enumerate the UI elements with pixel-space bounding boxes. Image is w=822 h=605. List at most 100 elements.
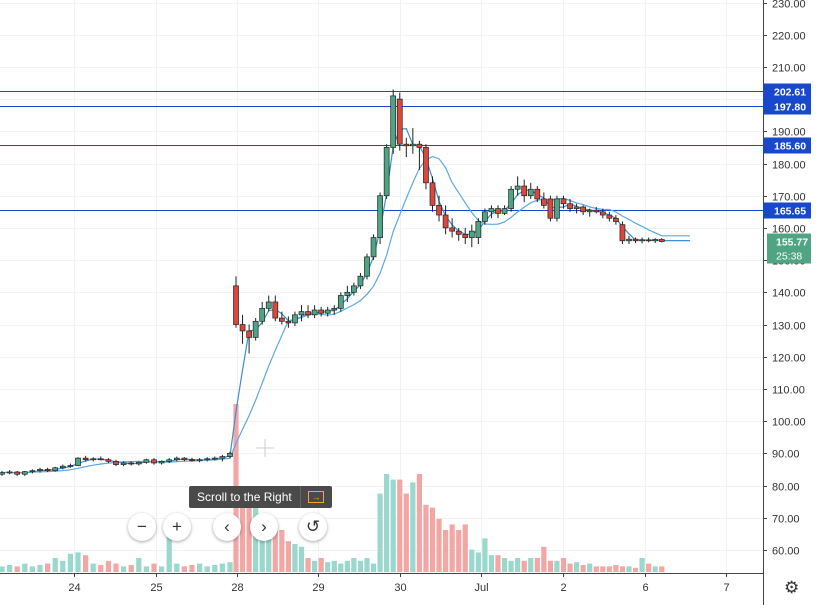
candle-body	[468, 230, 475, 238]
candle	[311, 305, 318, 319]
candle	[219, 454, 226, 462]
last-price-tag	[767, 233, 811, 264]
candle-body	[449, 227, 455, 232]
candle	[613, 215, 619, 225]
candle	[265, 295, 272, 312]
price-level-tag	[763, 202, 811, 219]
candle-body	[331, 308, 338, 311]
candle-body	[239, 324, 246, 332]
x-tick-label: 7	[723, 582, 729, 594]
time-axis[interactable]: 24 25 28 29 30 Jul 2 6 7	[68, 573, 730, 594]
volume-bar	[189, 565, 195, 572]
candle-body	[514, 185, 521, 190]
candle	[211, 456, 218, 461]
candle-body	[580, 206, 587, 213]
volume-bar	[652, 566, 658, 572]
candle-body	[272, 301, 279, 319]
volume-bar	[423, 504, 429, 572]
volume-bar	[14, 566, 20, 572]
candle	[377, 192, 383, 244]
reset-chart-button[interactable]: ↺	[299, 513, 327, 541]
volume-bar	[29, 566, 35, 572]
candle-body	[233, 285, 239, 325]
candle	[158, 460, 165, 465]
candle	[52, 466, 59, 472]
y-tick-label: 130.00	[772, 321, 806, 333]
volume-bar	[159, 566, 165, 572]
candle	[390, 89, 397, 154]
candle-body	[204, 458, 211, 461]
volume-bar	[580, 565, 586, 572]
zoom-out-button[interactable]: −	[128, 513, 156, 541]
candle-body	[495, 208, 501, 214]
candle-body	[52, 467, 59, 472]
candle	[173, 456, 180, 462]
candle	[423, 144, 429, 190]
candle-body	[344, 291, 351, 296]
candle-body	[508, 188, 514, 209]
candle-body	[429, 182, 436, 206]
candle	[482, 208, 488, 225]
volume-bar	[204, 566, 210, 572]
scroll-left-button[interactable]: ‹	[213, 513, 241, 541]
candle-body	[318, 309, 324, 314]
candle-body	[573, 206, 580, 209]
y-tick-label: 120.00	[772, 353, 806, 365]
candle	[331, 305, 338, 315]
volume-bar	[429, 507, 436, 572]
candle-body	[377, 195, 383, 238]
price-level-label: 197.80	[774, 102, 806, 114]
candle	[351, 282, 357, 296]
volume-bar	[521, 560, 527, 572]
candle	[462, 227, 469, 244]
candle-body	[501, 208, 508, 214]
settings-gear-icon[interactable]: ⚙	[784, 578, 800, 597]
candle	[429, 176, 436, 212]
candle-body	[586, 209, 593, 213]
candle	[196, 458, 203, 463]
candle	[468, 224, 475, 248]
volume-bar	[285, 541, 291, 572]
volume-bar	[325, 562, 331, 572]
candle	[383, 144, 390, 199]
volume-bar	[75, 552, 81, 572]
volume-bar	[45, 563, 51, 572]
scroll-to-realtime-icon[interactable]: →	[299, 486, 332, 508]
candle	[364, 253, 370, 280]
candle	[370, 234, 377, 261]
candle-body	[593, 209, 600, 213]
candle-body	[252, 320, 259, 338]
candle	[44, 467, 51, 472]
volume-bar	[344, 560, 350, 572]
candle-body	[29, 470, 36, 473]
scroll-right-button[interactable]: ›	[250, 513, 278, 541]
candle-body	[534, 188, 541, 200]
volume-bar	[632, 567, 639, 572]
candle	[534, 186, 541, 203]
volume-bar	[482, 538, 488, 572]
candle	[619, 221, 626, 244]
volume-bars	[0, 404, 665, 572]
volume-bar	[259, 516, 265, 572]
volume-bar	[292, 544, 298, 572]
zoom-in-button[interactable]: +	[163, 513, 191, 541]
volume-bar	[136, 558, 142, 572]
volume-bar	[305, 558, 311, 572]
candle-body	[143, 459, 150, 463]
candle-body	[311, 309, 318, 316]
candle	[120, 461, 127, 467]
grid	[0, 0, 763, 573]
volume-bar	[613, 565, 619, 572]
volume-bar	[60, 560, 66, 572]
candle	[143, 458, 150, 464]
candle	[521, 179, 528, 203]
volume-bar	[515, 558, 521, 572]
candle	[324, 306, 331, 317]
candle	[90, 457, 97, 462]
candle-body	[166, 459, 173, 462]
moving-average-slow	[1, 155, 690, 474]
tooltip-text: Scroll to the Right	[197, 490, 292, 504]
candle	[59, 464, 66, 470]
volume-bar	[462, 524, 468, 572]
